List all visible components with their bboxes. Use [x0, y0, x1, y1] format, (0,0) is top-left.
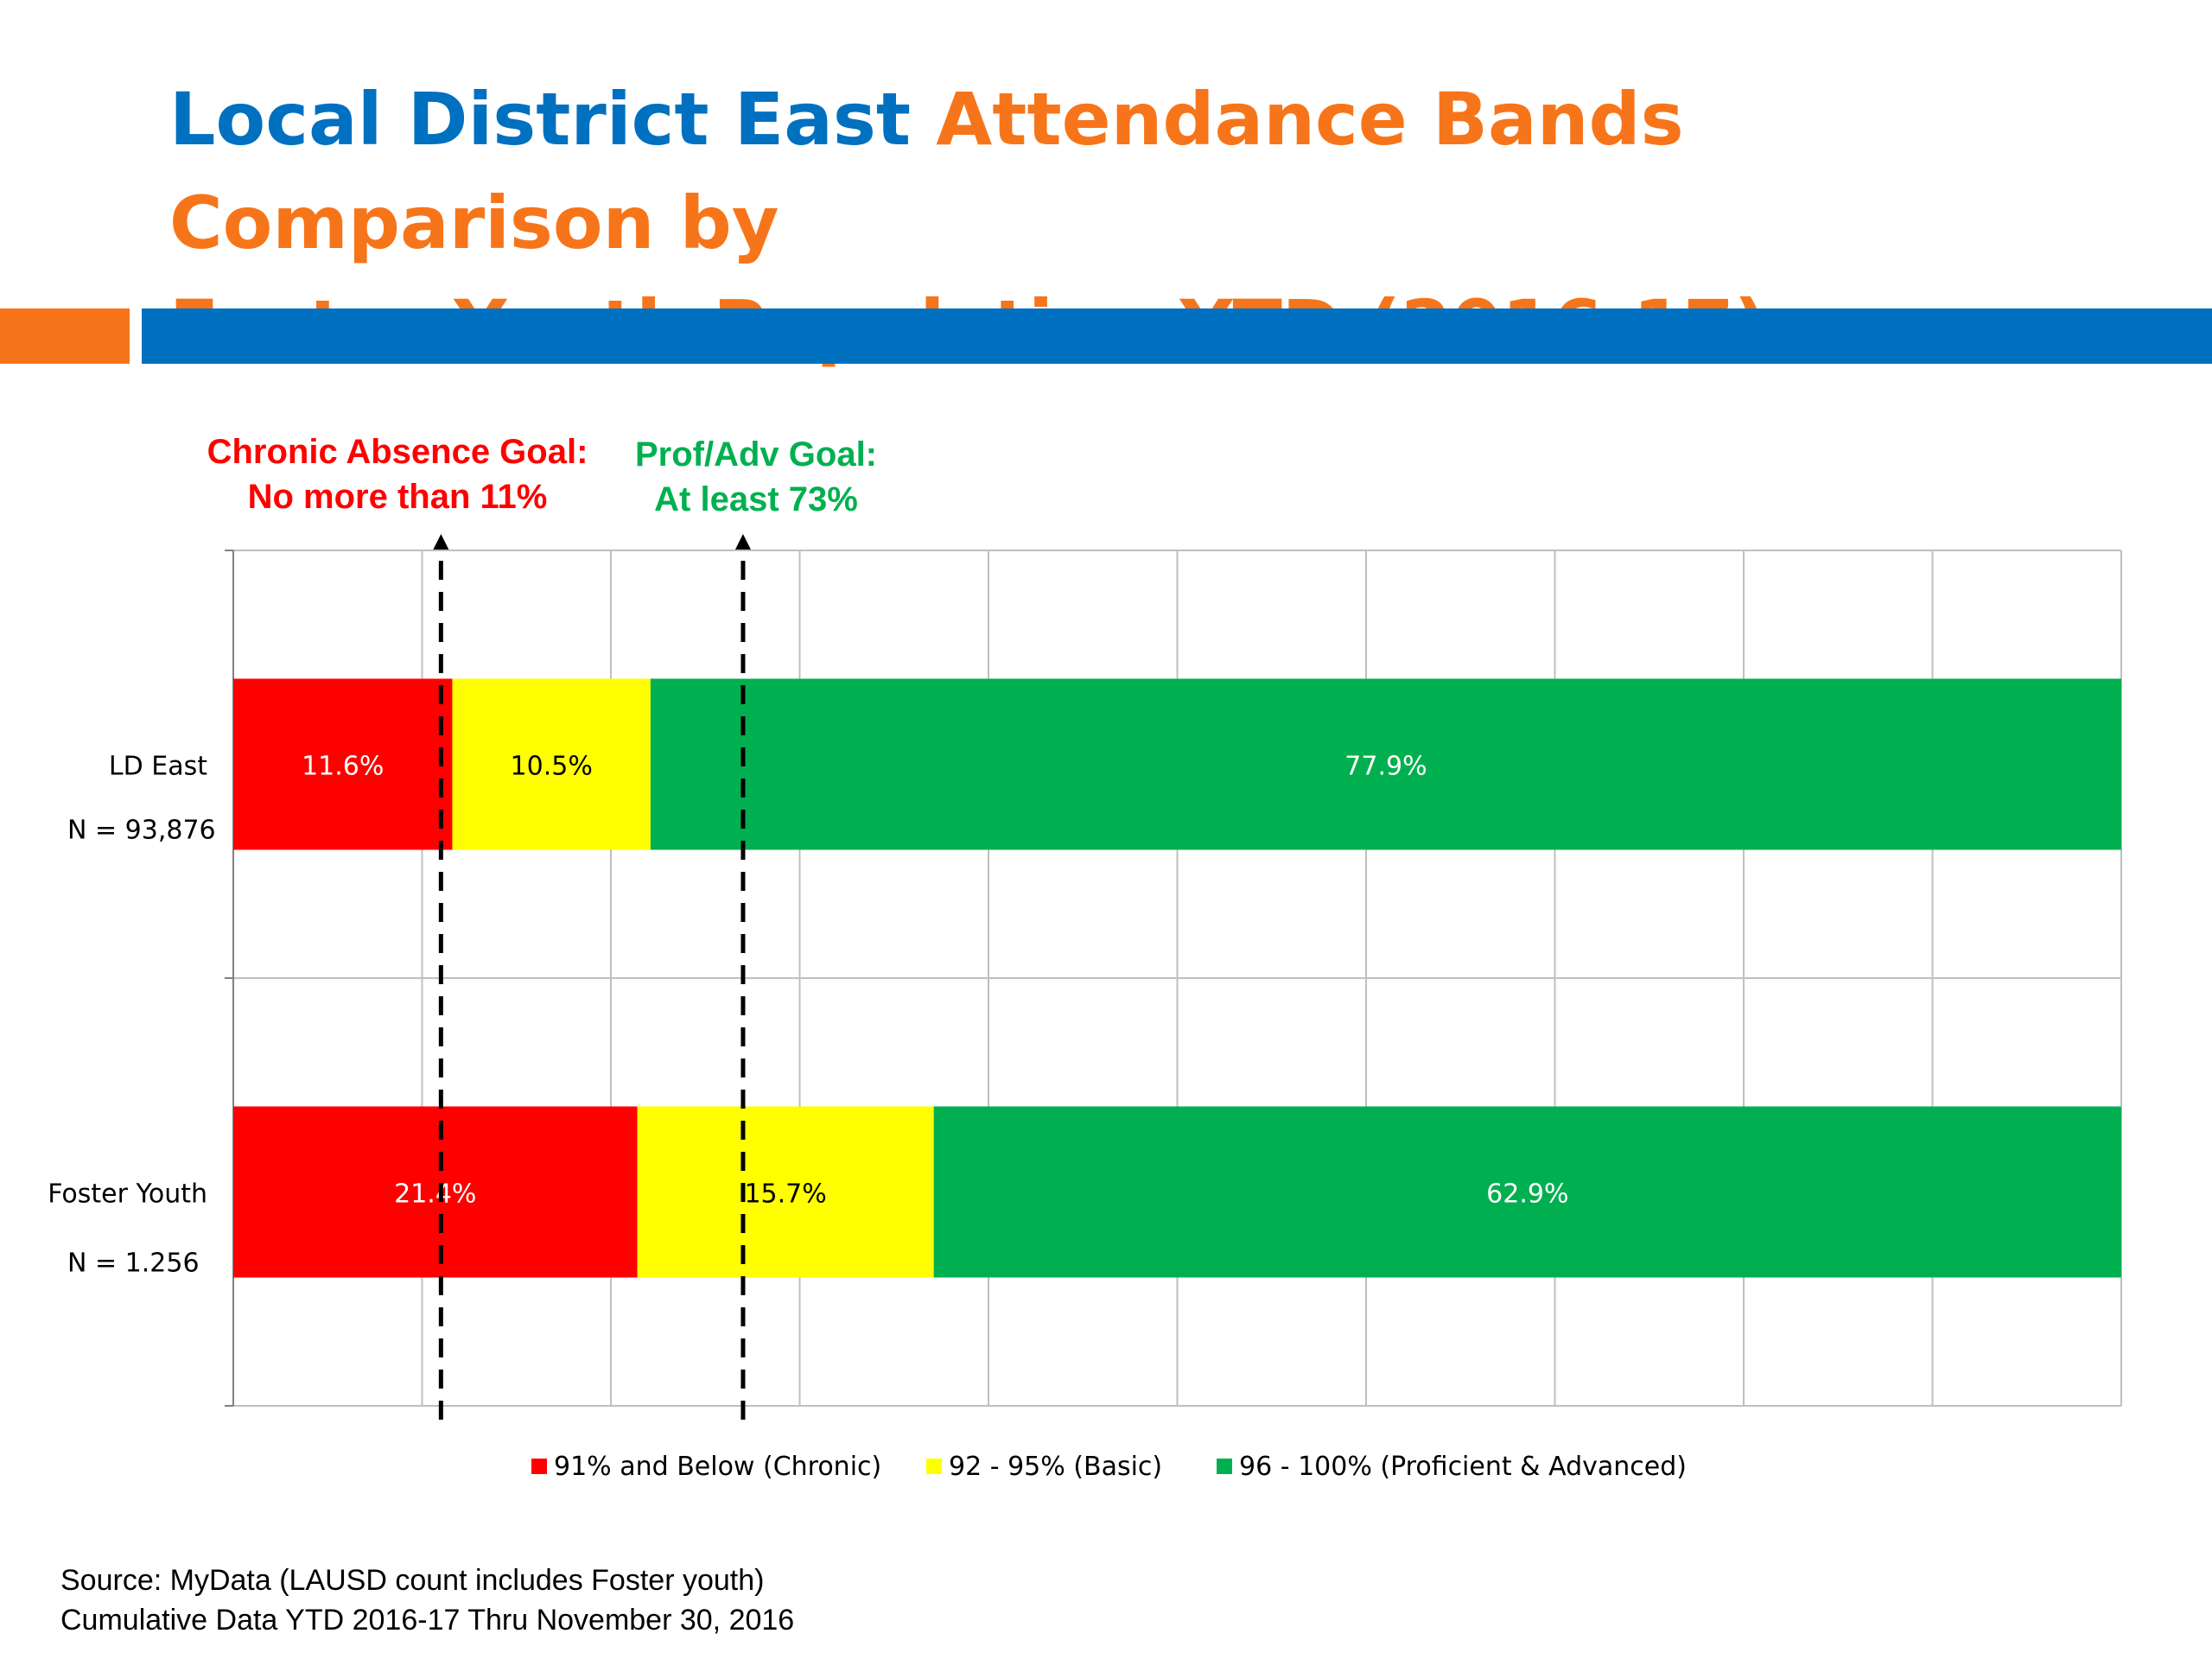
bar-segment — [233, 1106, 638, 1278]
legend-label: 91% and Below (Chronic) — [554, 1452, 881, 1482]
chronic-goal-label: Chronic Absence Goal: No more than 11% — [173, 429, 622, 519]
chronic-goal-arrow-icon — [433, 534, 449, 550]
title-district: Local District East — [169, 77, 912, 162]
cumulative-note: Cumulative Data YTD 2016-17 Thru Novembe… — [60, 1604, 795, 1637]
attendance-bands-chart: 11.6% 10.5% 77.9% LD East N = 93,876 21.4% 15.… — [48, 534, 2122, 1482]
legend-label: 96 - 100% (Proficient & Advanced) — [1239, 1452, 1687, 1482]
bar-segment — [933, 1106, 2121, 1278]
data-label: 15.7% — [744, 1179, 826, 1210]
prof-goal-line1: Prof/Adv Goal: — [634, 435, 878, 474]
data-label: 10.5% — [511, 752, 593, 782]
accent-bar-orange — [0, 308, 130, 364]
data-label: 62.9% — [1486, 1179, 1568, 1210]
chronic-goal-line1: Chronic Absence Goal: — [207, 433, 588, 471]
category-sublabel: N = 1.256 — [67, 1249, 200, 1279]
source-footer: Source: MyData (LAUSD count includes Fos… — [60, 1560, 794, 1640]
bar-segment — [233, 678, 453, 850]
bar-segment — [650, 678, 2121, 850]
data-label: 21.4% — [394, 1179, 476, 1210]
title-subject: Attendance Bands Comparison by — [169, 77, 1684, 265]
legend-swatch — [926, 1459, 942, 1474]
category-label: Foster Youth — [48, 1179, 207, 1210]
legend-label: 92 - 95% (Basic) — [949, 1452, 1162, 1482]
category-sublabel: N = 93,876 — [67, 816, 216, 846]
prof-goal-arrow-icon — [734, 534, 751, 550]
legend-swatch — [1217, 1459, 1232, 1474]
source-note: Source: MyData (LAUSD count includes Fos… — [60, 1564, 765, 1597]
accent-bar-blue — [142, 308, 2212, 364]
bar-segment — [452, 678, 651, 850]
legend-swatch — [531, 1459, 547, 1474]
data-label: 11.6% — [302, 752, 384, 782]
prof-goal-line2: At least 73% — [654, 480, 858, 518]
bar-segment — [637, 1106, 934, 1278]
chronic-goal-line2: No more than 11% — [247, 478, 548, 516]
data-label: 77.9% — [1344, 752, 1427, 782]
prof-goal-label: Prof/Adv Goal: At least 73% — [596, 432, 916, 522]
category-label: LD East — [109, 752, 207, 782]
